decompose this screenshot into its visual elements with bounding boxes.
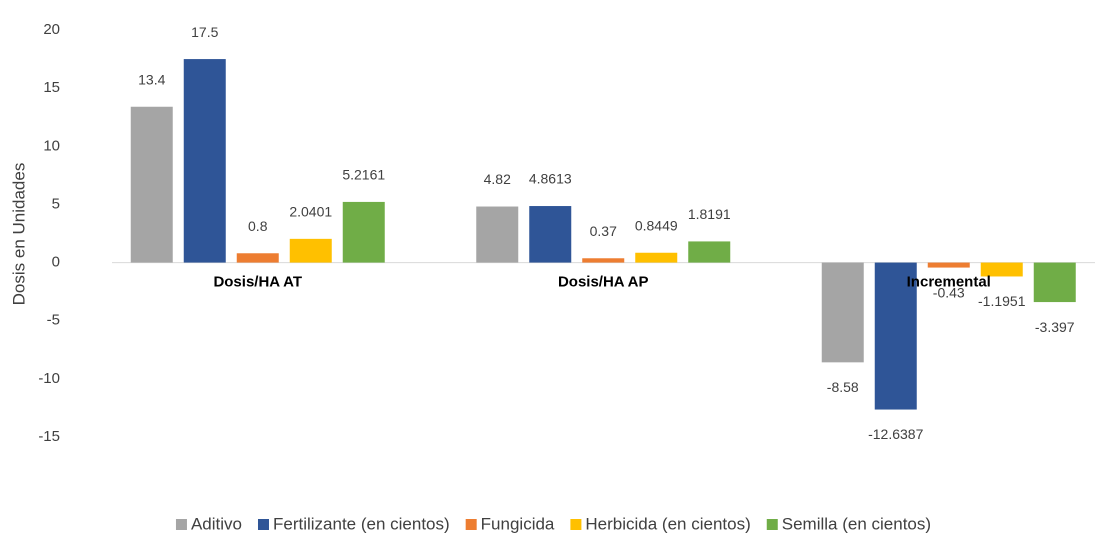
legend-label: Fertilizante (en cientos) bbox=[273, 514, 450, 533]
y-tick-label: 5 bbox=[52, 195, 60, 212]
y-tick-label: 15 bbox=[43, 79, 60, 96]
bar bbox=[582, 258, 625, 263]
value-label: -1.1951 bbox=[978, 293, 1026, 309]
bar bbox=[874, 262, 917, 410]
legend-label: Semilla (en cientos) bbox=[782, 514, 931, 533]
value-label: 1.8191 bbox=[688, 206, 731, 222]
value-label: 4.82 bbox=[484, 171, 511, 187]
bar bbox=[635, 252, 678, 263]
bar bbox=[342, 201, 385, 263]
value-label: -8.58 bbox=[827, 379, 859, 395]
value-label: 0.37 bbox=[590, 223, 617, 239]
legend-swatch bbox=[257, 519, 269, 530]
bar bbox=[529, 206, 572, 263]
category-label: Dosis/HA AT bbox=[213, 274, 302, 291]
bar bbox=[130, 106, 173, 263]
bar bbox=[980, 262, 1023, 277]
value-label: 0.8449 bbox=[635, 217, 678, 233]
y-tick-label: 0 bbox=[52, 254, 60, 271]
bar bbox=[688, 241, 731, 263]
bar bbox=[236, 253, 279, 263]
value-label: 0.8 bbox=[248, 218, 268, 234]
value-label: 4.8613 bbox=[529, 171, 572, 187]
legend-label: Fungicida bbox=[481, 514, 555, 533]
legend-swatch bbox=[766, 519, 778, 530]
value-label: 13.4 bbox=[138, 71, 165, 87]
y-axis-label: Dosis en Unidades bbox=[9, 163, 28, 306]
bar bbox=[927, 262, 970, 268]
legend-swatch bbox=[465, 519, 477, 530]
value-label: 5.2161 bbox=[342, 167, 385, 183]
y-tick-label: -10 bbox=[38, 370, 60, 387]
legend-swatch bbox=[570, 519, 582, 530]
value-label: 2.0401 bbox=[289, 204, 332, 220]
value-label: -12.6387 bbox=[868, 426, 923, 442]
bar bbox=[821, 262, 864, 363]
bar bbox=[183, 59, 226, 263]
legend-swatch bbox=[175, 519, 187, 530]
y-tick-label: 20 bbox=[43, 21, 60, 38]
category-label: Incremental bbox=[907, 274, 991, 291]
y-tick-label: -15 bbox=[38, 428, 60, 445]
value-label: 17.5 bbox=[191, 24, 218, 40]
legend-label: Herbicida (en cientos) bbox=[585, 514, 750, 533]
bar bbox=[1033, 262, 1076, 303]
y-tick-label: -5 bbox=[47, 312, 60, 329]
bar bbox=[289, 238, 332, 263]
legend-label: Aditivo bbox=[191, 514, 242, 533]
value-label: -3.397 bbox=[1035, 319, 1075, 335]
value-label: -0.43 bbox=[933, 284, 965, 300]
y-tick-label: 10 bbox=[43, 137, 60, 154]
category-label: Dosis/HA AP bbox=[558, 274, 649, 291]
bar bbox=[476, 206, 519, 263]
